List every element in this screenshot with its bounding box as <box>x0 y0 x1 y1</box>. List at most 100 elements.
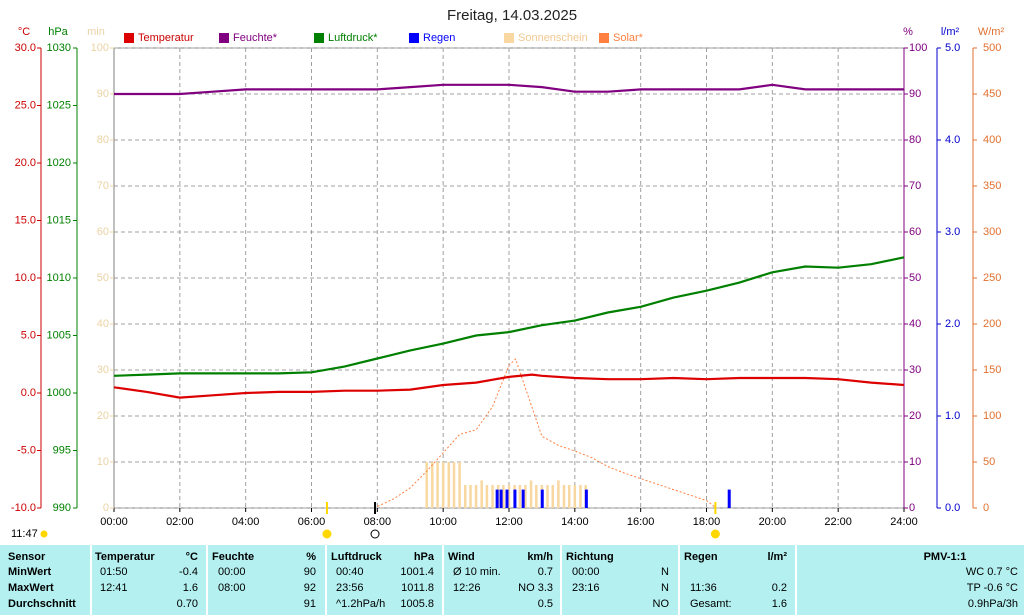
table-cell: 1011.8 <box>401 582 434 594</box>
y-tick-label: 60 <box>909 226 921 238</box>
y-tick-label: 50 <box>909 272 921 284</box>
table-cell: 0.7 <box>538 566 553 578</box>
x-tick-label: 16:00 <box>627 516 655 528</box>
table-cell: 1001.4 <box>400 566 434 578</box>
y-tick-label: 500 <box>983 42 1001 54</box>
y-tick-label: 150 <box>983 364 1001 376</box>
table-cell: 12:41 <box>100 582 128 594</box>
marker-icon <box>370 529 380 539</box>
table-cell: 91 <box>304 598 316 610</box>
bar <box>436 462 439 508</box>
bar <box>579 485 582 508</box>
x-tick-label: 14:00 <box>561 516 589 528</box>
table-cell: Gesamt: <box>690 598 732 610</box>
table-unit: hPa <box>414 551 435 563</box>
y-tick-label: 2.0 <box>945 318 960 330</box>
bar <box>452 462 456 508</box>
table-header: Sensor <box>8 551 46 563</box>
y-tick-label: -5.0 <box>17 444 36 456</box>
legend-swatch <box>124 33 134 43</box>
marker-icon <box>710 529 720 539</box>
table-cell: N <box>661 566 669 578</box>
y-tick-label: 20 <box>909 410 921 422</box>
bar <box>469 485 472 508</box>
y-tick-label: 50 <box>97 272 109 284</box>
x-tick-label: 08:00 <box>364 516 392 528</box>
table-header: Regen <box>684 551 718 563</box>
y-tick-label: 4.0 <box>945 134 960 146</box>
bar <box>441 462 445 508</box>
sun-icon <box>40 530 48 538</box>
table-header: Richtung <box>566 551 614 563</box>
y-tick-label: 10 <box>97 456 109 468</box>
legend-label: Regen <box>423 32 455 44</box>
bar <box>491 485 494 508</box>
legend-swatch <box>219 33 229 43</box>
bar <box>524 485 527 508</box>
marker-icon <box>322 529 332 539</box>
y-tick-label: 30 <box>97 364 109 376</box>
bar <box>447 462 451 508</box>
y-tick-label: 80 <box>909 134 921 146</box>
bar <box>480 480 483 508</box>
table-cell: 12:26 <box>453 582 481 594</box>
table-unit: °C <box>186 551 198 563</box>
bar <box>458 462 461 508</box>
bar <box>507 485 511 508</box>
table-header: Temperatur <box>95 551 155 563</box>
table-cell: 1.6 <box>183 582 198 594</box>
x-tick-label: 18:00 <box>693 516 721 528</box>
legend-label: Sonnenschein <box>518 32 588 44</box>
bar <box>540 489 544 508</box>
y-tick-label: 1025 <box>47 99 71 111</box>
y-tick-label: 0 <box>103 502 109 514</box>
table-cell: 00:00 <box>218 566 246 578</box>
y-tick-label: 0 <box>909 502 915 514</box>
y-tick-label: 90 <box>909 88 921 100</box>
table-cell: 08:00 <box>218 582 246 594</box>
table-cell: 00:00 <box>572 566 600 578</box>
bar <box>584 489 588 508</box>
bar <box>546 485 549 508</box>
table-cell: WC 0.7 °C <box>966 566 1018 578</box>
legend-swatch <box>409 33 419 43</box>
bar <box>499 489 503 508</box>
data-line <box>114 83 904 96</box>
table-cell: 0.70 <box>177 598 198 610</box>
data-line <box>113 373 905 399</box>
x-tick-label: 06:00 <box>298 516 326 528</box>
bar <box>425 462 428 508</box>
bar <box>495 489 499 508</box>
y-tick-label: 10.0 <box>15 272 36 284</box>
table-header: PMV-1:1 <box>924 551 967 563</box>
y-tick-label: 0 <box>983 502 989 514</box>
y-tick-label: 1030 <box>47 42 71 54</box>
chart-title: Freitag, 14.03.2025 <box>447 7 577 24</box>
y-tick-label: 250 <box>983 272 1001 284</box>
y-tick-label: 30 <box>909 364 921 376</box>
bar <box>521 489 525 508</box>
table-unit: l/m² <box>767 551 787 563</box>
table-cell: Ø 10 min. <box>453 566 501 578</box>
table-cell: ^1.2hPa/h <box>336 598 385 610</box>
data-line <box>113 256 905 377</box>
table-cell: TP -0.6 °C <box>967 582 1018 594</box>
y-tick-label: 990 <box>53 502 71 514</box>
y-tick-label: 1010 <box>47 272 71 284</box>
bar <box>535 485 538 508</box>
bar <box>485 485 489 508</box>
bar <box>513 489 517 508</box>
y-tick-label: 40 <box>97 318 109 330</box>
y-tick-label: 300 <box>983 226 1001 238</box>
stats-table <box>0 545 1024 615</box>
y-tick-label: 90 <box>97 88 109 100</box>
y-tick-label: 1.0 <box>945 410 960 422</box>
row-label: MaxWert <box>8 582 54 594</box>
y-tick-label: 200 <box>983 318 1001 330</box>
y-tick-label: 1015 <box>47 214 71 226</box>
table-unit: % <box>306 551 316 563</box>
y-tick-label: 20.0 <box>15 157 36 169</box>
table-cell: N <box>661 582 669 594</box>
bar <box>518 485 522 508</box>
table-cell: 0.9hPa/3h <box>968 598 1018 610</box>
